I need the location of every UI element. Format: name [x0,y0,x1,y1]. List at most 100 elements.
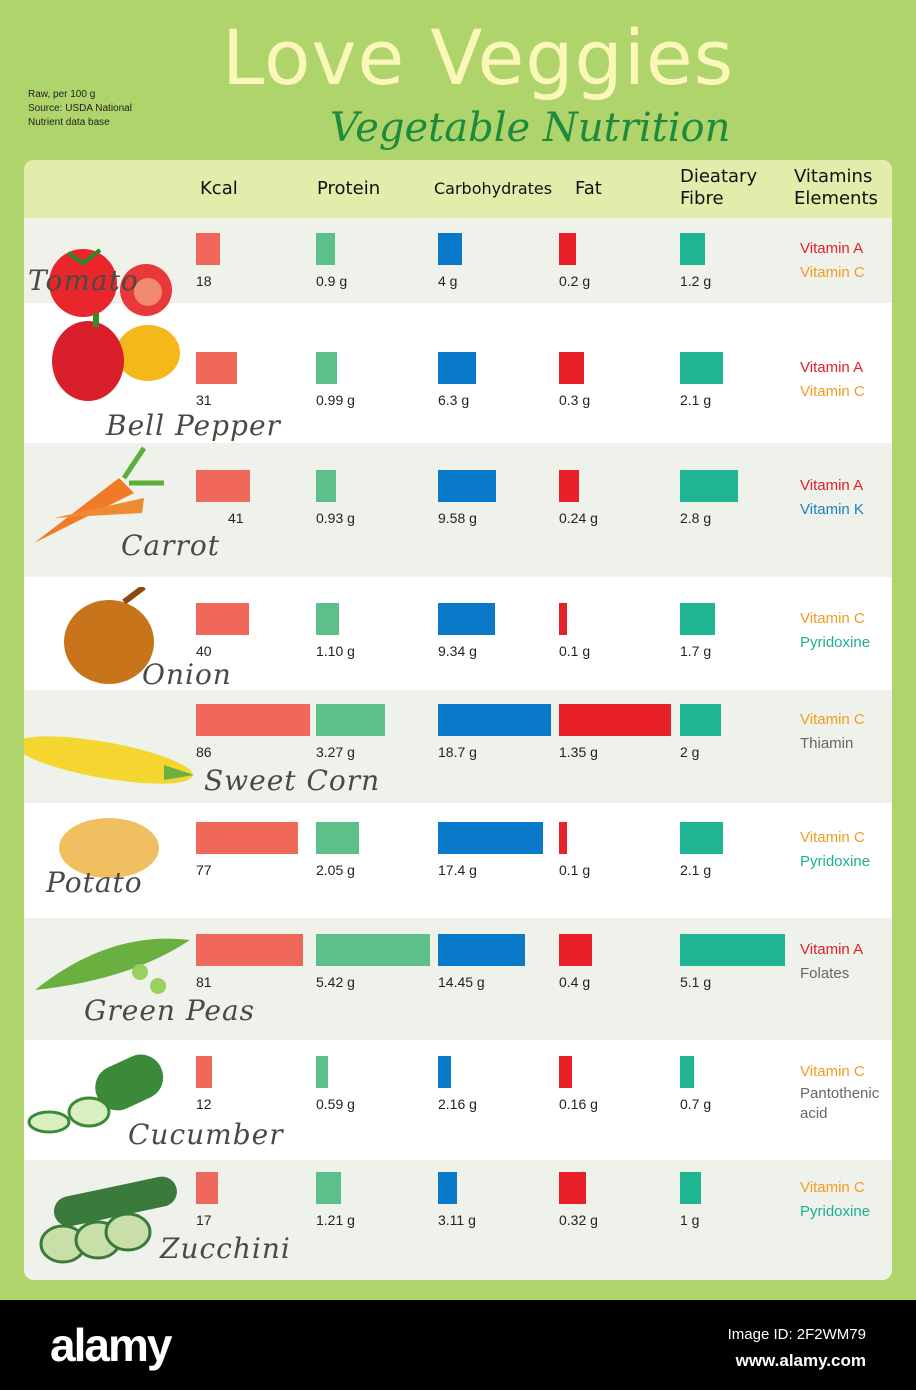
image-info: Image ID: 2F2WM79 www.alamy.com [728,1322,866,1374]
value-kcal: 31 [196,392,212,408]
value-protein: 5.42 g [316,974,355,990]
bar-fat [559,1056,573,1088]
bar-carbohydrates [438,233,463,265]
corn-icon [24,736,194,784]
footer: alamy Image ID: 2F2WM79 www.alamy.com [0,1300,916,1390]
bar-kcal [196,1172,219,1204]
bar-kcal [196,704,310,736]
bar-carbohydrates [438,603,495,635]
value-carbohydrates: 17.4 g [438,862,477,878]
table-row: Sweet Corn 86 3.27 g 18.7 g 1.35 g 2 g Vitamin… [24,690,892,803]
vitamins-list: Vitamin A Vitamin C [800,237,865,285]
value-protein: 0.59 g [316,1096,355,1112]
value-kcal: 18 [196,273,212,289]
table-row: Onion 40 1.10 g 9.34 g 0.1 g 1.7 g Vitamin C Py… [24,577,892,690]
value-carbohydrates: 2.16 g [438,1096,477,1112]
potato-icon [59,818,159,878]
zucchini-icon [39,1176,177,1264]
value-fibre: 2.8 g [680,510,712,526]
bar-fibre [680,352,724,384]
bar-protein [316,704,385,736]
bar-carbohydrates [438,470,496,502]
vitamin-item: Vitamin C [800,711,865,728]
bar-fibre [680,822,724,854]
value-fibre: 2.1 g [680,392,712,408]
value-protein: 1.21 g [316,1212,355,1228]
value-protein: 1.10 g [316,643,355,659]
value-fat: 0.4 g [559,974,591,990]
value-fat: 0.24 g [559,510,598,526]
bar-fat [559,822,568,854]
bar-fat [559,352,584,384]
vitamin-item: Vitamin C [800,264,865,281]
page-subtitle: Vegetable Nutrition [330,105,731,151]
vitamins-list: Vitamin A Vitamin K [800,474,864,522]
vitamin-item: Pantothenic acid [800,1085,880,1122]
bar-protein [316,1172,342,1204]
bell-pepper-icon [52,313,180,401]
bar-carbohydrates [438,822,544,854]
vitamin-item: Pyridoxine [800,853,871,870]
table-row: Zucchini 17 1.21 g 3.11 g 0.32 g 1 g Vitamin C… [24,1160,892,1280]
vitamin-item: Pyridoxine [800,634,871,651]
peas-icon [35,938,190,994]
value-fat: 0.3 g [559,392,591,408]
vitamins-list: Vitamin C Pyridoxine [800,607,870,655]
bar-protein [316,352,337,384]
vegetable-name: Potato [46,866,143,899]
vitamin-item: Pyridoxine [800,1203,871,1220]
value-carbohydrates: 6.3 g [438,392,470,408]
vegetable-name: Sweet Corn [204,764,381,797]
vegetable-name: Onion [142,658,232,691]
table-row: Carrot 41 0.93 g 9.58 g 0.24 g 2.8 g Vitamin A… [24,443,892,577]
bar-fat [559,704,672,736]
header-vitamins: Vitamins Elements [794,166,878,209]
value-fat: 0.2 g [559,273,591,289]
bar-fat [559,934,593,966]
bar-kcal [196,352,237,384]
value-carbohydrates: 3.11 g [438,1212,476,1228]
value-protein: 2.05 g [316,862,355,878]
value-fibre: 1 g [680,1212,700,1228]
note-line: Source: USDA National [28,103,132,114]
value-kcal: 77 [196,862,212,878]
note-line: Raw, per 100 g [28,89,96,100]
value-kcal: 41 [228,510,244,526]
header-kcal: Kcal [200,178,238,199]
vitamins-list: Vitamin C Thiamin [800,708,865,756]
bar-fat [559,603,568,635]
bar-kcal [196,1056,212,1088]
bar-carbohydrates [438,352,477,384]
value-carbohydrates: 9.58 g [438,510,477,526]
vitamins-list: Vitamin C Pyridoxine [800,1176,870,1224]
vitamins-list: Vitamin A Folates [800,938,863,986]
value-fat: 0.1 g [559,643,591,659]
table-row: Bell Pepper 31 0.99 g 6.3 g 0.3 g 2.1 g Vitami… [24,303,892,443]
vitamin-item: Folates [800,965,850,982]
source-note: Raw, per 100 g Source: USDA National Nut… [28,88,132,130]
vegetable-name: Carrot [121,529,220,562]
value-fat: 0.16 g [559,1096,598,1112]
bar-kcal [196,822,298,854]
header-protein: Protein [317,178,381,199]
tomato-icon [49,248,172,317]
vitamin-item: Vitamin A [800,941,864,958]
onion-icon [64,587,154,684]
vitamin-item: Vitamin K [800,501,864,518]
vitamins-list: Vitamin A Vitamin C [800,356,865,404]
value-fat: 0.1 g [559,862,591,878]
site-url: www.alamy.com [735,1351,866,1370]
carrot-icon [34,446,164,543]
header-carbohydrates: Carbohydrates [434,179,553,198]
bar-fat [559,1172,586,1204]
bar-protein [316,470,336,502]
value-kcal: 17 [196,1212,212,1228]
bar-fibre [680,1172,701,1204]
vegetable-name: Cucumber [128,1118,284,1151]
vitamin-item: Vitamin C [800,383,865,400]
bar-kcal [196,233,220,265]
value-carbohydrates: 18.7 g [438,744,477,760]
bar-fibre [680,603,716,635]
value-protein: 0.99 g [316,392,355,408]
